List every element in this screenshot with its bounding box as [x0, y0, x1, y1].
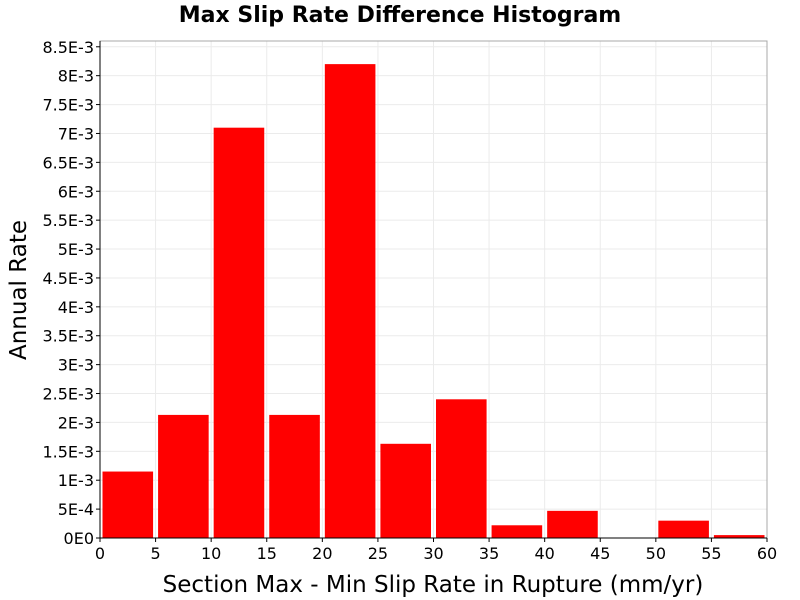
y-tick-label: 0E0 — [64, 529, 94, 548]
histogram-bars — [102, 64, 765, 539]
histogram-bar — [102, 471, 154, 538]
x-tick-label: 60 — [757, 544, 777, 563]
x-tick-label: 50 — [646, 544, 666, 563]
x-tick-label: 10 — [201, 544, 221, 563]
y-tick-label: 2.5E-3 — [42, 385, 94, 404]
x-tick-label: 40 — [534, 544, 554, 563]
y-tick-label: 4E-3 — [58, 298, 94, 317]
x-tick-label: 0 — [95, 544, 105, 563]
x-tick-label: 35 — [479, 544, 499, 563]
y-tick-label: 2E-3 — [58, 413, 94, 432]
histogram-bar — [436, 399, 487, 538]
y-tick-label: 3E-3 — [58, 356, 94, 375]
x-tick-label: 5 — [150, 544, 160, 563]
grid-lines — [99, 41, 768, 539]
x-axis-ticks: 0 5 10 15 20 25 30 35 40 45 50 55 60 — [95, 538, 777, 563]
y-axis-ticks: 0E0 5E-4 1E-3 1.5E-3 2E-3 2.5E-3 3E-3 3.5E-3 4E-… — [42, 38, 100, 548]
chart-title: Max Slip Rate Difference Histogram — [178, 3, 622, 28]
y-tick-label: 6E-3 — [58, 182, 94, 201]
y-tick-label: 7E-3 — [58, 124, 94, 143]
histogram-bar — [324, 64, 376, 539]
x-tick-label: 55 — [701, 544, 721, 563]
x-tick-label: 45 — [590, 544, 610, 563]
y-tick-label: 5E-3 — [58, 240, 94, 259]
histogram-bar — [213, 127, 265, 539]
x-tick-label: 15 — [257, 544, 277, 563]
y-tick-label: 7.5E-3 — [42, 96, 94, 115]
y-axis-label: Annual Rate — [6, 220, 32, 360]
y-tick-label: 1E-3 — [58, 471, 94, 490]
y-tick-label: 6.5E-3 — [42, 153, 94, 172]
y-tick-label: 1.5E-3 — [42, 442, 94, 461]
x-tick-label: 25 — [368, 544, 388, 563]
y-tick-label: 4.5E-3 — [42, 269, 94, 288]
histogram-bar — [380, 443, 431, 538]
histogram-bar — [491, 525, 543, 538]
y-tick-label: 8.5E-3 — [42, 38, 94, 57]
histogram-bar — [547, 510, 598, 538]
histogram-bar — [158, 414, 209, 538]
y-tick-label: 8E-3 — [58, 67, 94, 86]
histogram-bar — [269, 414, 320, 538]
y-tick-label: 3.5E-3 — [42, 327, 94, 346]
x-axis-label: Section Max - Min Slip Rate in Rupture (… — [163, 572, 704, 598]
x-tick-label: 30 — [423, 544, 443, 563]
y-tick-label: 5E-4 — [58, 500, 94, 519]
histogram-bar — [713, 535, 765, 538]
x-tick-label: 20 — [312, 544, 332, 563]
histogram-bar — [658, 520, 709, 538]
y-tick-label: 5.5E-3 — [42, 211, 94, 230]
